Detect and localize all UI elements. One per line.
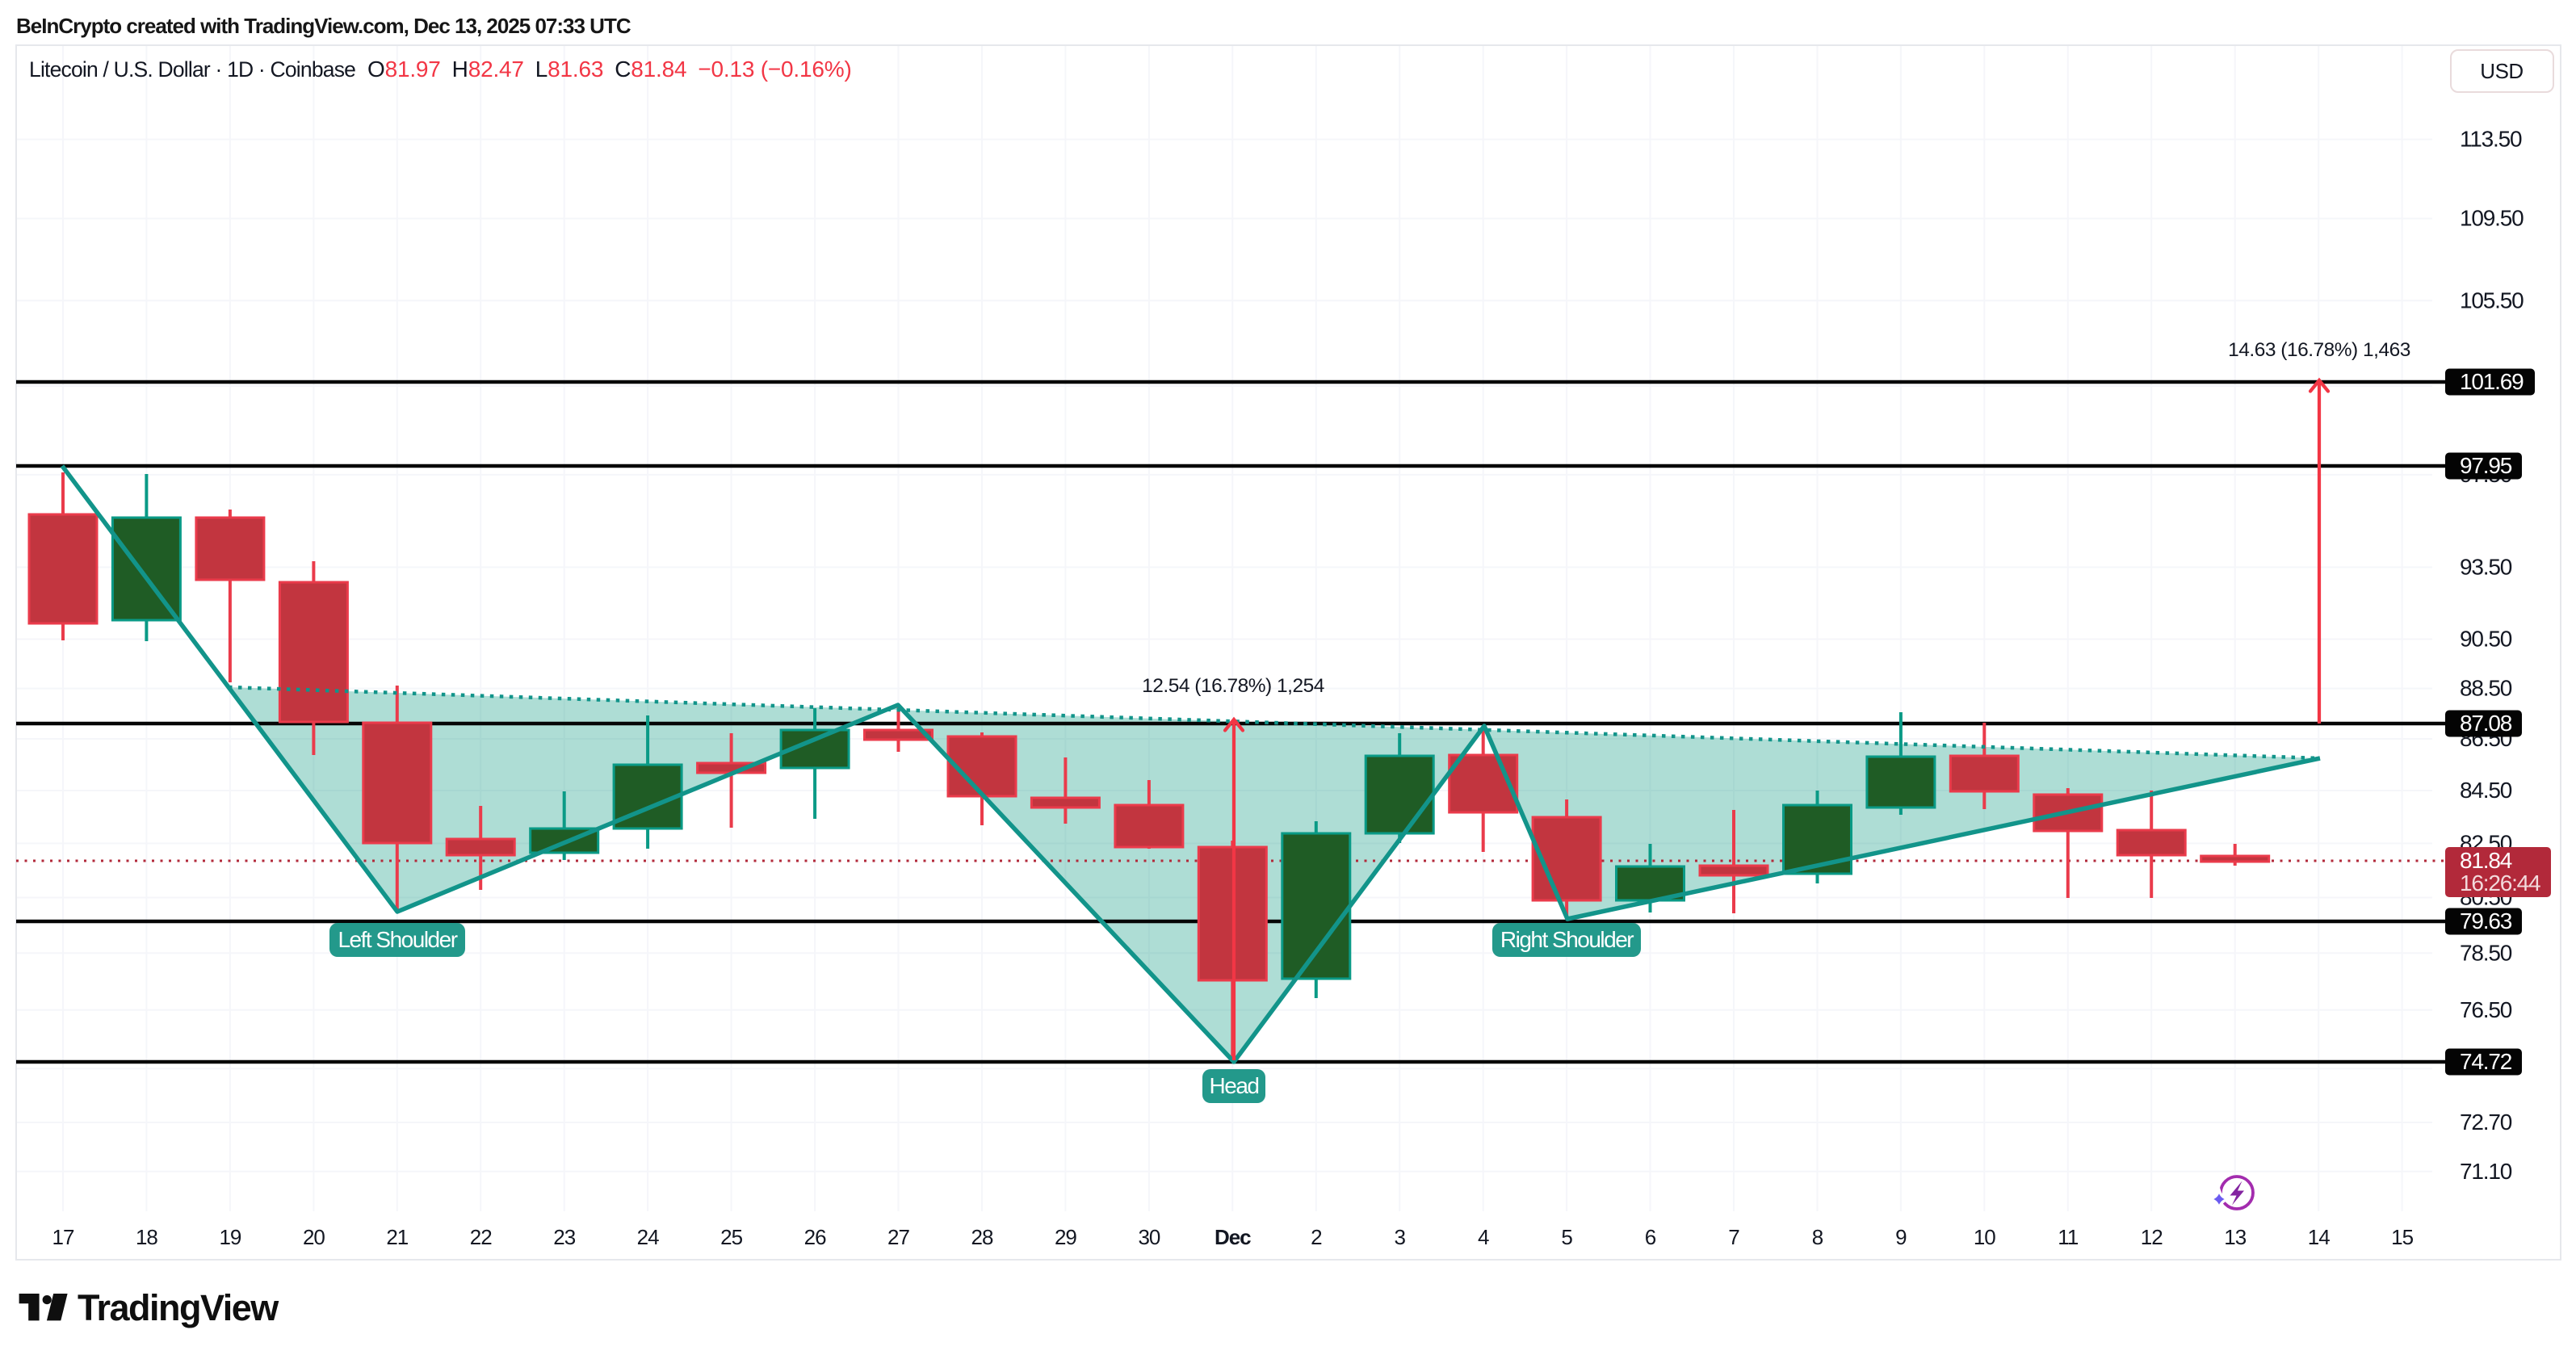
- svg-text:93.50: 93.50: [2460, 554, 2512, 579]
- svg-text:13: 13: [2224, 1225, 2246, 1249]
- svg-text:90.50: 90.50: [2460, 627, 2512, 652]
- svg-text:18: 18: [136, 1225, 157, 1249]
- svg-text:Head: Head: [1210, 1073, 1259, 1098]
- svg-text:6: 6: [1645, 1225, 1656, 1249]
- svg-text:19: 19: [219, 1225, 241, 1249]
- svg-text:2: 2: [1311, 1225, 1322, 1249]
- svg-text:23: 23: [553, 1225, 575, 1249]
- svg-text:20: 20: [303, 1225, 325, 1249]
- svg-text:15: 15: [2391, 1225, 2413, 1249]
- svg-text:26: 26: [804, 1225, 826, 1249]
- svg-text:88.50: 88.50: [2460, 676, 2512, 701]
- svg-text:8: 8: [1812, 1225, 1823, 1249]
- svg-text:12: 12: [2141, 1225, 2163, 1249]
- svg-text:21: 21: [386, 1225, 408, 1249]
- svg-text:4: 4: [1478, 1225, 1489, 1249]
- svg-text:74.72: 74.72: [2460, 1049, 2512, 1074]
- svg-text:5: 5: [1561, 1225, 1572, 1249]
- svg-text:22: 22: [470, 1225, 492, 1249]
- svg-text:Litecoin / U.S. Dollar · 1D ·: Litecoin / U.S. Dollar · 1D · Coinbase: [29, 57, 355, 82]
- svg-text:84.50: 84.50: [2460, 778, 2512, 803]
- svg-text:78.50: 78.50: [2460, 940, 2512, 965]
- svg-text:30: 30: [1138, 1225, 1160, 1249]
- svg-text:Right Shoulder: Right Shoulder: [1500, 927, 1634, 952]
- svg-text:14.63 (16.78%) 1,463: 14.63 (16.78%) 1,463: [2228, 339, 2410, 361]
- svg-text:10: 10: [1974, 1225, 1995, 1249]
- svg-text:105.50: 105.50: [2460, 287, 2524, 313]
- svg-text:71.10: 71.10: [2460, 1159, 2512, 1184]
- svg-text:29: 29: [1055, 1225, 1076, 1249]
- svg-text:7: 7: [1728, 1225, 1739, 1249]
- svg-text:24: 24: [637, 1225, 659, 1249]
- svg-text:3: 3: [1394, 1225, 1405, 1249]
- svg-text:Dec: Dec: [1215, 1225, 1251, 1249]
- svg-text:79.63: 79.63: [2460, 908, 2512, 933]
- svg-text:87.08: 87.08: [2460, 711, 2512, 736]
- svg-text:BeInCrypto created with Tradin: BeInCrypto created with TradingView.com,…: [16, 14, 631, 38]
- svg-text:109.50: 109.50: [2460, 206, 2524, 231]
- svg-text:Left Shoulder: Left Shoulder: [338, 927, 457, 952]
- svg-text:113.50: 113.50: [2460, 127, 2522, 152]
- svg-text:76.50: 76.50: [2460, 997, 2512, 1022]
- svg-text:17: 17: [52, 1225, 74, 1249]
- svg-text:101.69: 101.69: [2460, 369, 2524, 394]
- svg-text:72.70: 72.70: [2460, 1110, 2512, 1135]
- svg-text:12.54 (16.78%) 1,254: 12.54 (16.78%) 1,254: [1142, 675, 1324, 697]
- svg-text:97.95: 97.95: [2460, 453, 2512, 478]
- svg-text:25: 25: [720, 1225, 742, 1249]
- svg-text:9: 9: [1895, 1225, 1907, 1249]
- svg-text:28: 28: [971, 1225, 993, 1249]
- svg-text:TradingView: TradingView: [78, 1287, 279, 1328]
- svg-text:14: 14: [2308, 1225, 2330, 1249]
- svg-text:81.84: 81.84: [2460, 848, 2512, 873]
- svg-text:16:26:44: 16:26:44: [2460, 870, 2540, 896]
- svg-text:27: 27: [887, 1225, 909, 1249]
- svg-text:USD: USD: [2480, 59, 2523, 83]
- svg-text:11: 11: [2058, 1225, 2079, 1249]
